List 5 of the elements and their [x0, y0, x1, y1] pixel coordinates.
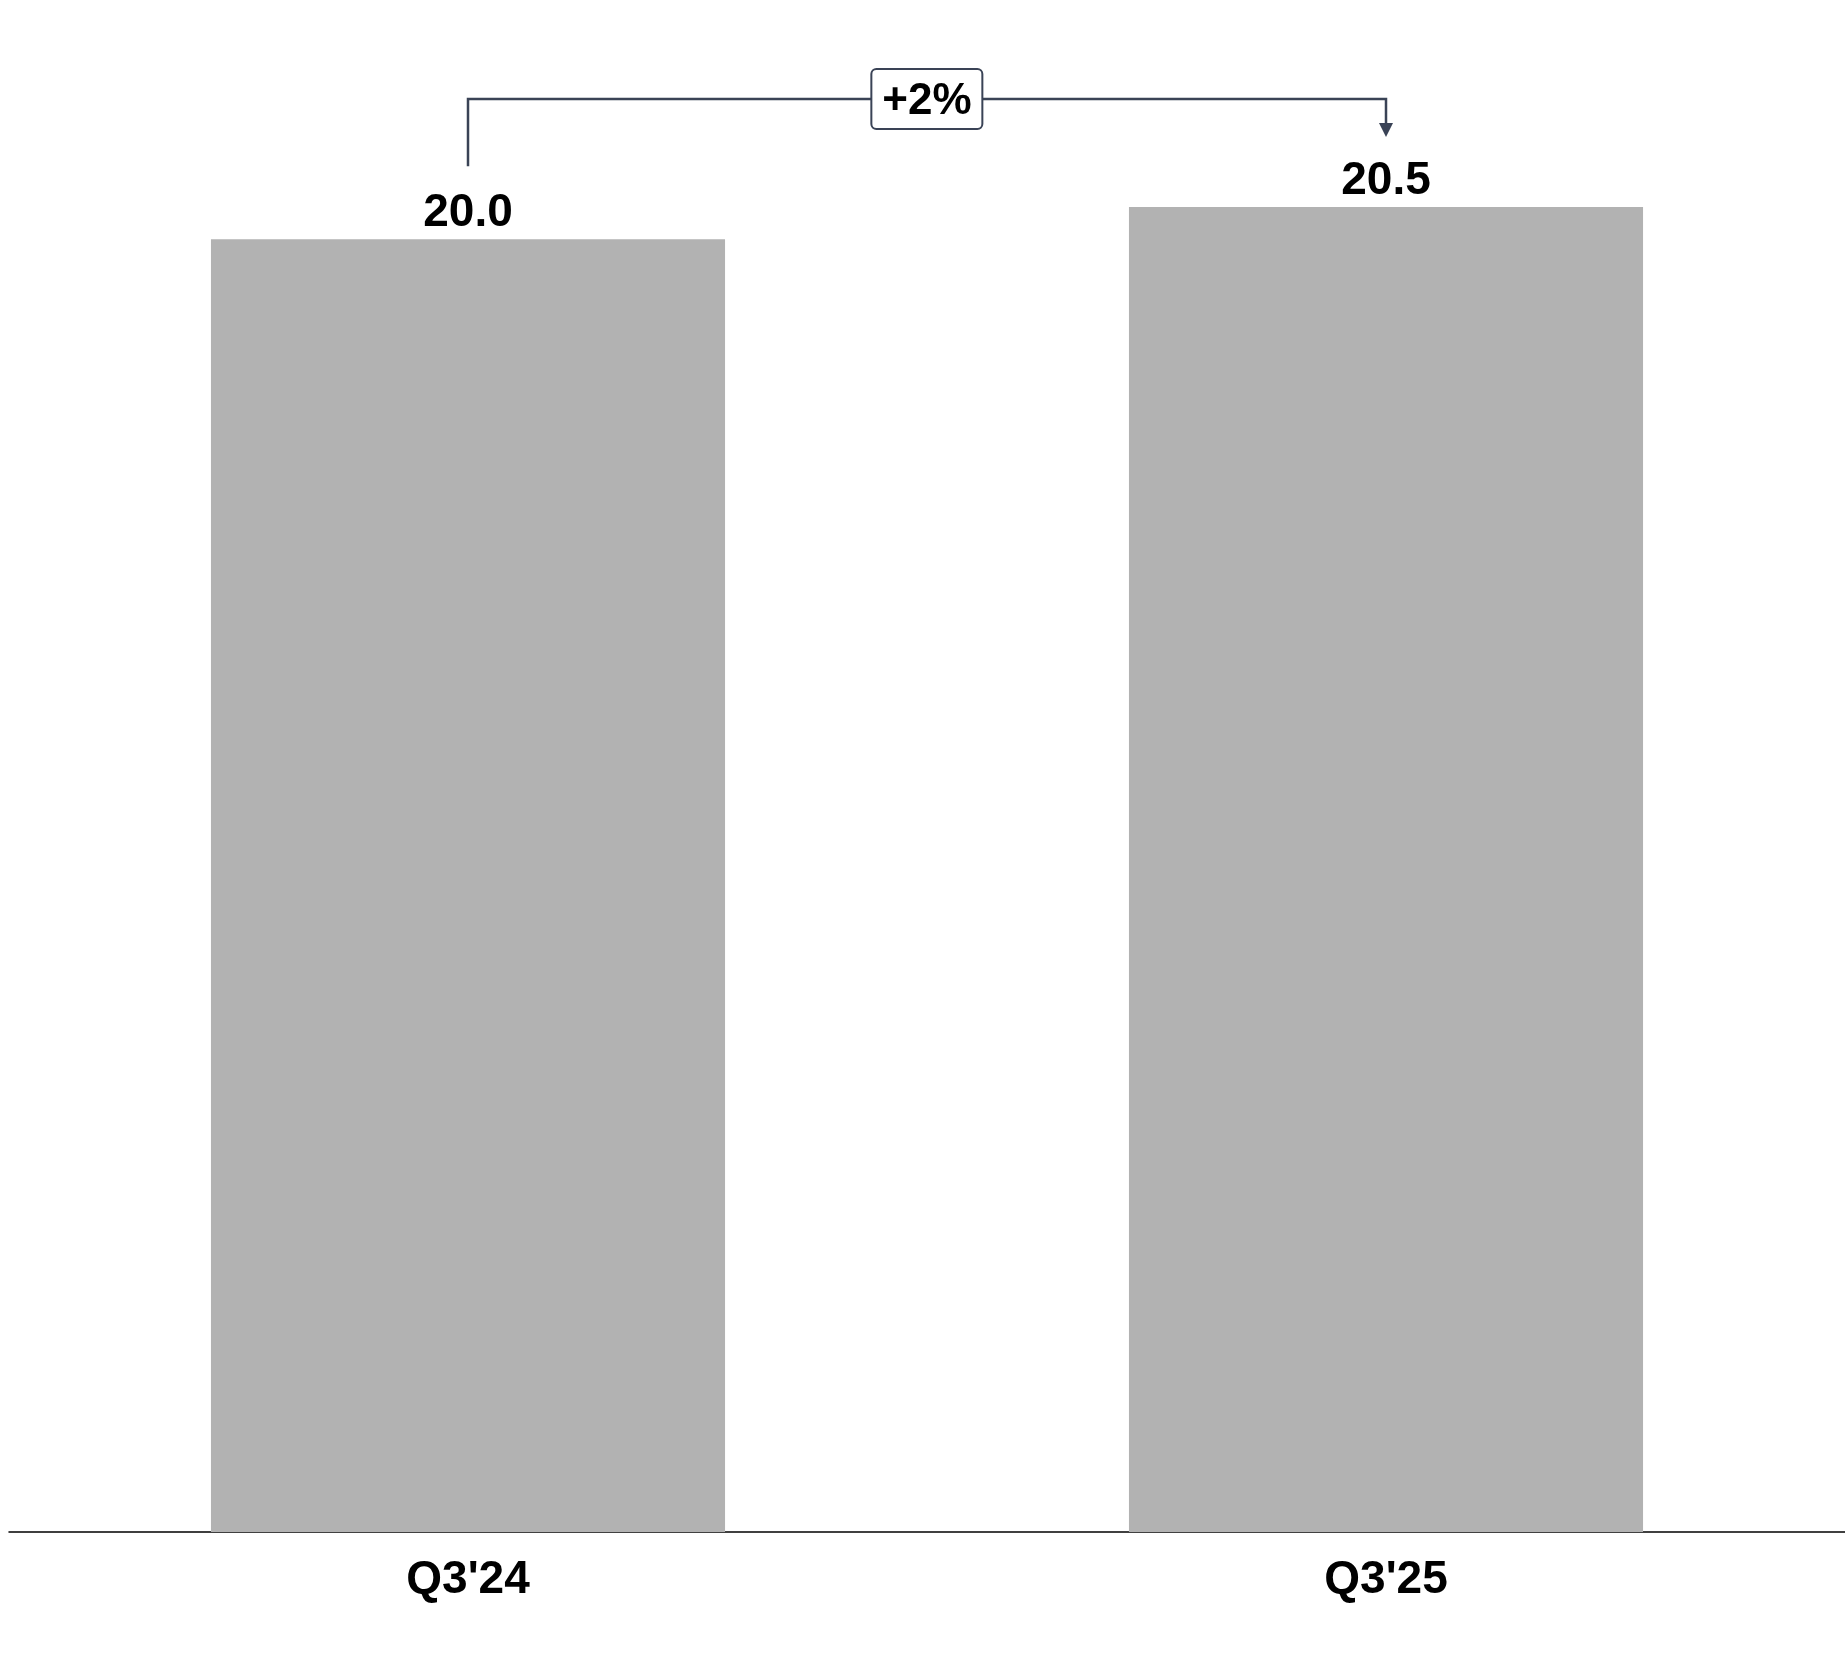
x-tick-label: Q3'24: [406, 1551, 531, 1603]
data-label: 20.5: [1341, 152, 1431, 204]
text: +2%: [870, 68, 984, 130]
x-tick-label: Q3'25: [1324, 1551, 1448, 1603]
data-label: 20.0: [423, 184, 513, 237]
